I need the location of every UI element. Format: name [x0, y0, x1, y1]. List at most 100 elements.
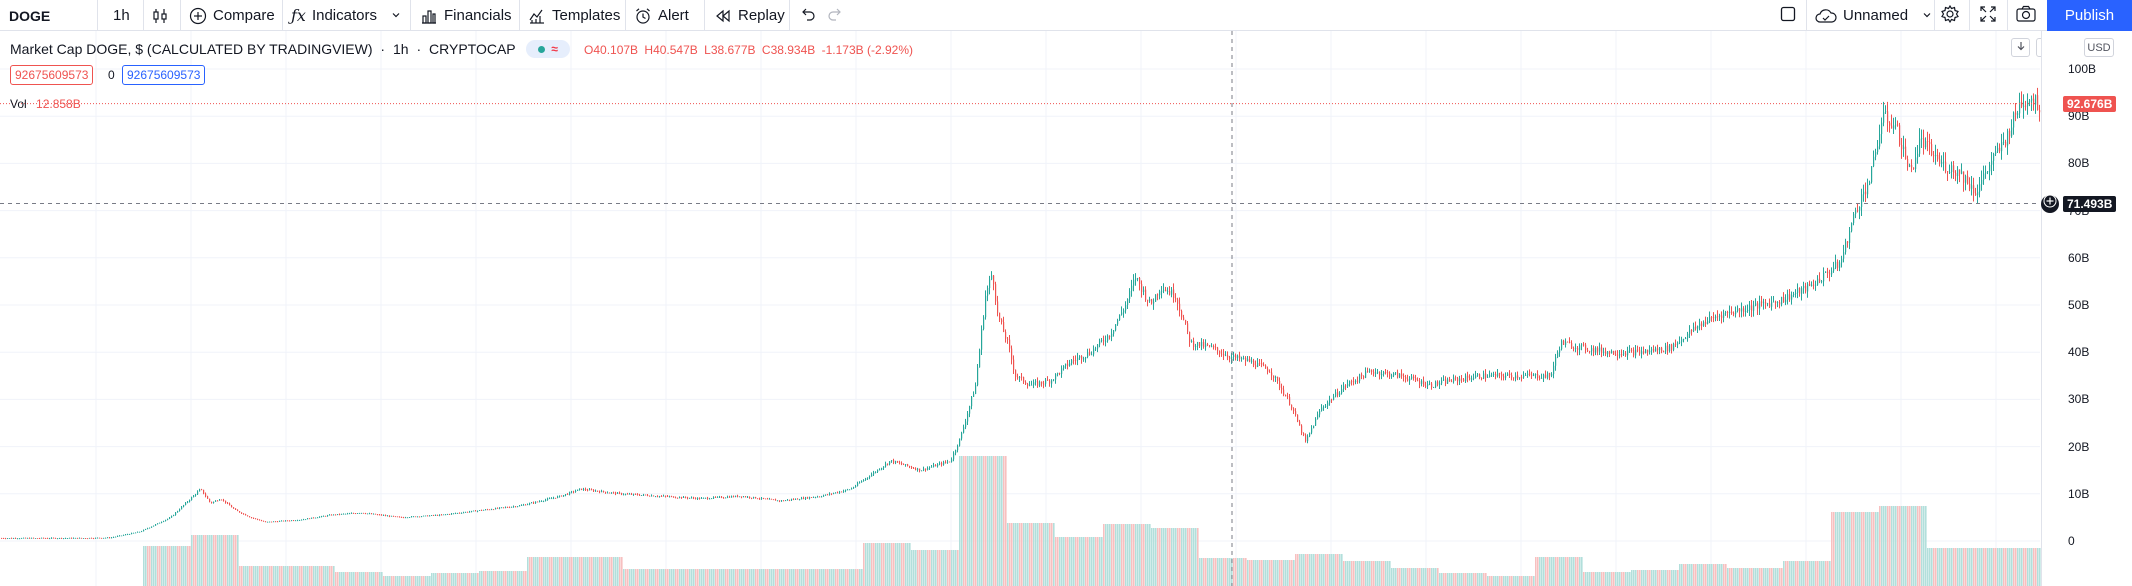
volume-bar: [273, 566, 275, 586]
candle-body: [909, 466, 911, 467]
indicators-button[interactable]: ƒx Indicators: [291, 0, 377, 31]
chart-pane[interactable]: Market Cap DOGE, $ (CALCULATED BY TRADIN…: [0, 31, 2132, 586]
replay-button[interactable]: Replay: [714, 0, 785, 31]
candle-body: [1197, 342, 1199, 346]
toolbar-divider: [180, 0, 181, 31]
volume-bar: [757, 569, 759, 586]
candle-body: [1763, 302, 1765, 304]
candle-body: [65, 538, 67, 539]
financials-button[interactable]: Financials: [420, 0, 512, 31]
volume-bar: [1859, 512, 1861, 586]
pane-down-button[interactable]: [2011, 38, 2030, 57]
volume-bar: [505, 571, 507, 586]
candle-body: [1025, 382, 1027, 384]
candle-body: [1545, 374, 1547, 378]
volume-bar: [265, 566, 267, 586]
volume-bar: [159, 546, 161, 586]
candle-body: [671, 496, 673, 498]
candle-body: [1281, 387, 1283, 390]
volume-bar: [571, 557, 573, 586]
candle-body: [2031, 98, 2033, 101]
candle-body: [1705, 321, 1707, 324]
volume-bar: [443, 573, 445, 586]
compare-button[interactable]: Compare: [189, 0, 275, 31]
candle-body: [1849, 231, 1851, 243]
undo-button[interactable]: [799, 0, 817, 31]
volume-bar: [1375, 561, 1377, 586]
volume-bar: [1497, 576, 1499, 586]
publish-button[interactable]: Publish: [2047, 0, 2132, 31]
candle-body: [943, 461, 945, 465]
volume-bar: [897, 543, 899, 586]
buy-price-button[interactable]: 92675609573: [122, 65, 206, 85]
volume-bar: [1195, 528, 1197, 586]
candle-body: [581, 488, 583, 490]
market-status-badge[interactable]: ≈: [526, 40, 570, 58]
volume-bar: [963, 456, 965, 586]
fullscreen-button[interactable]: [1979, 0, 1997, 31]
chart-style-button[interactable]: [151, 0, 175, 31]
snapshot-button[interactable]: [2015, 0, 2037, 31]
volume-bar: [1857, 512, 1859, 586]
candle-body: [1957, 169, 1959, 177]
volume-bar: [347, 572, 349, 586]
volume-bar: [1043, 523, 1045, 586]
volume-bar: [1391, 568, 1393, 586]
volume-bar: [1939, 548, 1941, 586]
volume-bar: [1167, 528, 1169, 586]
price-axis-label: 20B: [2068, 439, 2090, 454]
volume-bar: [149, 546, 151, 586]
select-toggle[interactable]: [1779, 0, 1797, 31]
volume-bar: [263, 566, 265, 586]
currency-button[interactable]: USD: [2084, 38, 2114, 57]
interval-button[interactable]: 1h: [113, 0, 130, 31]
volume-bar: [519, 571, 521, 586]
candle-body: [281, 520, 283, 522]
indicators-dropdown[interactable]: [391, 0, 401, 31]
volume-bar: [455, 573, 457, 586]
candle-body: [205, 493, 207, 497]
volume-bar: [1351, 561, 1353, 586]
add-alert-button[interactable]: [2041, 194, 2059, 213]
volume-bar: [1473, 573, 1475, 586]
volume-bar: [745, 569, 747, 586]
redo-button[interactable]: [826, 0, 844, 31]
volume-bar: [267, 566, 269, 586]
candle-body: [1471, 378, 1473, 380]
candle-body: [1801, 288, 1803, 294]
candle-body: [771, 498, 773, 500]
candle-body: [1959, 169, 1961, 174]
templates-button[interactable]: Templates: [528, 0, 620, 31]
candle-body: [1415, 377, 1417, 381]
volume-bar: [1507, 576, 1509, 586]
price-axis[interactable]: [2041, 31, 2132, 586]
alert-button[interactable]: Alert: [634, 0, 689, 31]
volume-bar: [1533, 576, 1535, 586]
volume-bar: [1753, 568, 1755, 586]
volume-bar: [1727, 568, 1729, 586]
volume-bar: [257, 566, 259, 586]
candle-body: [1805, 285, 1807, 292]
volume-bar: [565, 557, 567, 586]
volume-bar: [1313, 554, 1315, 586]
candle-body: [737, 495, 739, 497]
volume-bar: [279, 566, 281, 586]
volume-bar: [1829, 561, 1831, 586]
settings-button[interactable]: [1940, 0, 1960, 31]
price-chart[interactable]: [0, 31, 2132, 586]
candle-body: [1481, 378, 1483, 379]
volume-bar: [527, 557, 529, 586]
candle-body: [829, 493, 831, 495]
candle-body: [137, 531, 139, 533]
sell-price-button[interactable]: 92675609573: [10, 65, 94, 85]
volume-bar: [581, 557, 583, 586]
volume-bar: [969, 456, 971, 586]
candle-body: [925, 468, 927, 470]
candle-body: [1221, 353, 1223, 355]
candle-body: [657, 496, 659, 498]
candle-body: [1019, 376, 1021, 378]
volume-bar: [293, 566, 295, 586]
layout-name-button[interactable]: Unnamed: [1815, 0, 1932, 31]
symbol-search[interactable]: DOGE: [9, 0, 50, 31]
volume-bar: [725, 569, 727, 586]
